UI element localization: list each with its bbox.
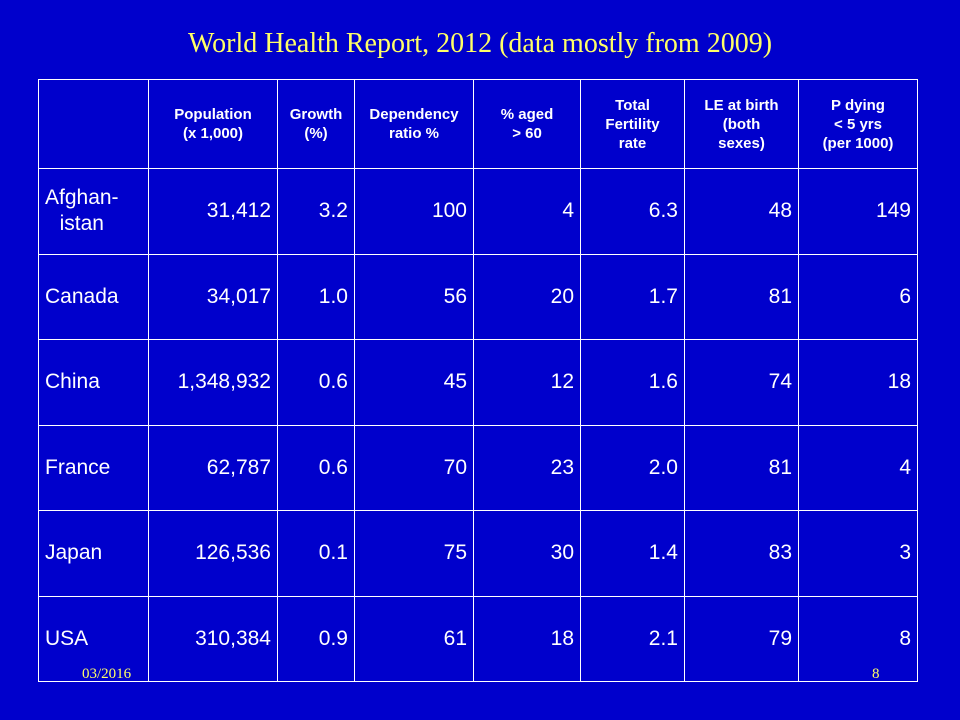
country-cell: Canada [38,253,149,340]
growth-cell: 3.2 [277,168,355,255]
header-cell-empty [38,79,149,169]
population-cell: 1,348,932 [148,339,278,426]
aged-cell: 20 [473,253,581,340]
life-expectancy-cell: 81 [684,424,799,511]
growth-cell: 0.6 [277,339,355,426]
table-row: China 1,348,932 0.6 45 12 1.6 74 18 [38,339,918,426]
fertility-cell: 2.1 [580,595,685,682]
fertility-cell: 1.4 [580,510,685,597]
population-cell: 310,384 [148,595,278,682]
country-label: Afghan- istan [45,186,119,236]
life-expectancy-cell: 79 [684,595,799,682]
growth-cell: 0.9 [277,595,355,682]
country-cell: Japan [38,510,149,597]
fertility-cell: 1.6 [580,339,685,426]
life-expectancy-cell: 48 [684,168,799,255]
country-label: USA [45,626,89,650]
dependency-cell: 100 [354,168,474,255]
growth-cell: 0.1 [277,510,355,597]
header-growth: Growth (%) [277,79,355,169]
country-cell: USA [38,595,149,682]
life-expectancy-cell: 83 [684,510,799,597]
header-total-fertility-rate: Total Fertility rate [580,79,685,169]
fertility-cell: 6.3 [580,168,685,255]
dependency-cell: 45 [354,339,474,426]
table-row: Afghan- istan 31,412 3.2 100 4 6.3 48 14… [38,168,918,255]
country-label: France [45,455,111,479]
header-population: Population (x 1,000) [148,79,278,169]
population-cell: 34,017 [148,253,278,340]
population-cell: 62,787 [148,424,278,511]
p-dying-cell: 3 [798,510,918,597]
health-data-table: Population (x 1,000) Growth (%) Dependen… [38,79,918,682]
p-dying-cell: 18 [798,339,918,426]
header-p-dying-under-5: P dying < 5 yrs (per 1000) [798,79,918,169]
page-number: 8 [872,666,880,682]
dependency-cell: 61 [354,595,474,682]
life-expectancy-cell: 81 [684,253,799,340]
header-life-expectancy: LE at birth (both sexes) [684,79,799,169]
aged-cell: 4 [473,168,581,255]
country-label: China [45,370,100,394]
slide-title: World Health Report, 2012 (data mostly f… [187,28,773,59]
growth-cell: 1.0 [277,253,355,340]
table-header-row: Population (x 1,000) Growth (%) Dependen… [38,79,918,169]
country-label: Japan [45,541,103,565]
fertility-cell: 1.7 [580,253,685,340]
aged-cell: 18 [473,595,581,682]
aged-cell: 12 [473,339,581,426]
footer-date: 03/2016 [82,666,132,682]
growth-cell: 0.6 [277,424,355,511]
population-cell: 31,412 [148,168,278,255]
fertility-cell: 2.0 [580,424,685,511]
aged-cell: 23 [473,424,581,511]
table-row: USA 310,384 0.9 61 18 2.1 79 8 [38,595,918,682]
aged-cell: 30 [473,510,581,597]
header-percent-aged-60: % aged > 60 [473,79,581,169]
dependency-cell: 70 [354,424,474,511]
country-cell: Afghan- istan [38,168,149,255]
header-dependency-ratio: Dependency ratio % [354,79,474,169]
dependency-cell: 75 [354,510,474,597]
p-dying-cell: 4 [798,424,918,511]
country-label: Canada [45,284,119,308]
table-row: Canada 34,017 1.0 56 20 1.7 81 6 [38,253,918,340]
country-cell: China [38,339,149,426]
table-row: Japan 126,536 0.1 75 30 1.4 83 3 [38,510,918,597]
p-dying-cell: 8 [798,595,918,682]
p-dying-cell: 149 [798,168,918,255]
population-cell: 126,536 [148,510,278,597]
dependency-cell: 56 [354,253,474,340]
p-dying-cell: 6 [798,253,918,340]
table-row: France 62,787 0.6 70 23 2.0 81 4 [38,424,918,511]
country-cell: France [38,424,149,511]
life-expectancy-cell: 74 [684,339,799,426]
